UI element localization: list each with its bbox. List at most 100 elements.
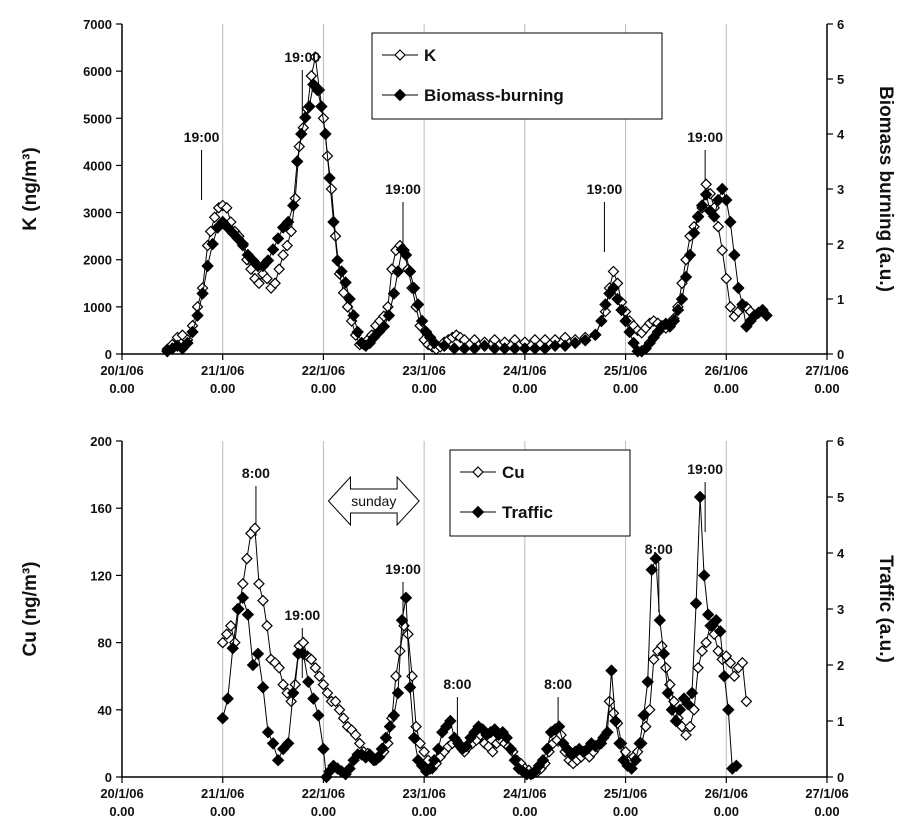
data-point — [375, 742, 389, 756]
data-point — [299, 111, 312, 124]
data-point — [518, 342, 532, 355]
data-point — [710, 613, 723, 627]
data-point — [285, 695, 298, 708]
data-point — [269, 277, 281, 290]
data-point — [406, 670, 418, 683]
data-point — [261, 254, 275, 267]
legend-label: Cu — [502, 463, 525, 482]
x-tick-time: 0.00 — [814, 804, 839, 819]
data-point — [724, 215, 737, 229]
data-point — [337, 712, 350, 725]
data-point — [720, 272, 733, 285]
data-point — [271, 232, 285, 245]
data-point — [315, 100, 328, 113]
data-point — [707, 210, 721, 223]
data-point — [730, 759, 743, 773]
data-point — [418, 745, 430, 758]
left-tick-label: 2000 — [83, 253, 112, 268]
legend-marker — [472, 466, 484, 478]
data-point — [448, 342, 461, 355]
x-tick-date: 21/1/06 — [201, 786, 244, 801]
data-point — [728, 670, 741, 683]
left-tick-label: 80 — [98, 636, 112, 651]
x-tick-time: 0.00 — [109, 804, 134, 819]
left-tick-label: 1000 — [83, 300, 112, 315]
data-point — [407, 281, 421, 295]
data-point — [736, 656, 749, 669]
x-tick-date: 22/1/06 — [302, 363, 345, 378]
data-point — [382, 309, 396, 322]
left-tick-label: 160 — [90, 501, 112, 516]
right-tick-label: 5 — [837, 490, 844, 505]
annotation-label: 8:00 — [443, 676, 471, 692]
data-point — [391, 686, 405, 700]
y-axis-label-right: Biomass burning (a.u.) — [875, 86, 896, 292]
data-point — [231, 602, 245, 616]
x-tick-time: 0.00 — [613, 381, 638, 396]
x-tick-time: 0.00 — [714, 381, 739, 396]
data-point — [387, 709, 401, 722]
x-tick-date: 23/1/06 — [402, 786, 445, 801]
data-point — [548, 339, 562, 352]
y-axis-label-left: K (ng/m³) — [20, 147, 41, 230]
data-point — [599, 298, 612, 311]
data-point — [595, 314, 608, 328]
right-tick-label: 6 — [837, 17, 844, 32]
data-point — [714, 625, 727, 638]
data-point — [653, 613, 667, 627]
y-axis-label-left: Cu (ng/m³) — [20, 562, 41, 657]
data-point — [266, 243, 280, 256]
data-point — [347, 309, 360, 322]
legend-marker — [393, 88, 407, 102]
data-point — [249, 522, 261, 535]
data-point — [478, 339, 491, 352]
data-point — [460, 739, 473, 753]
data-point — [665, 703, 679, 717]
data-point — [281, 239, 294, 252]
data-point — [196, 287, 209, 300]
data-point — [716, 182, 729, 196]
data-point — [627, 336, 640, 350]
data-point — [303, 100, 316, 113]
right-tick-label: 0 — [837, 770, 844, 785]
data-point — [181, 336, 194, 350]
x-tick-date: 27/1/06 — [805, 363, 848, 378]
left-tick-label: 6000 — [83, 64, 112, 79]
data-point — [302, 675, 315, 689]
data-point — [645, 563, 658, 577]
data-point — [319, 127, 332, 141]
y-axis-label-right: Traffic (a.u.) — [875, 555, 896, 663]
data-point — [331, 254, 344, 267]
data-point — [271, 753, 285, 767]
data-point — [601, 725, 614, 739]
data-point — [558, 339, 572, 352]
data-point — [611, 292, 624, 306]
data-point — [675, 292, 689, 306]
data-point — [403, 265, 417, 278]
data-point — [579, 334, 592, 347]
data-point — [266, 737, 280, 750]
data-point — [399, 248, 413, 262]
x-tick-date: 20/1/06 — [100, 363, 143, 378]
x-tick-time: 0.00 — [411, 804, 436, 819]
data-point — [216, 711, 229, 725]
data-point — [335, 265, 348, 278]
data-point — [399, 591, 413, 605]
x-tick-date: 26/1/06 — [705, 363, 748, 378]
left-tick-label: 5000 — [83, 111, 112, 126]
annotation-label: 19:00 — [184, 129, 220, 145]
data-point — [317, 742, 330, 756]
data-point — [261, 725, 275, 739]
data-point — [667, 314, 681, 328]
data-point — [305, 653, 318, 666]
right-tick-label: 1 — [837, 714, 844, 729]
data-point — [407, 731, 421, 745]
data-point — [643, 703, 656, 716]
x-tick-date: 26/1/06 — [705, 786, 748, 801]
data-point — [256, 681, 270, 694]
x-tick-time: 0.00 — [512, 381, 537, 396]
data-point — [619, 314, 632, 328]
x-tick-time: 0.00 — [109, 381, 134, 396]
data-point — [720, 193, 733, 207]
